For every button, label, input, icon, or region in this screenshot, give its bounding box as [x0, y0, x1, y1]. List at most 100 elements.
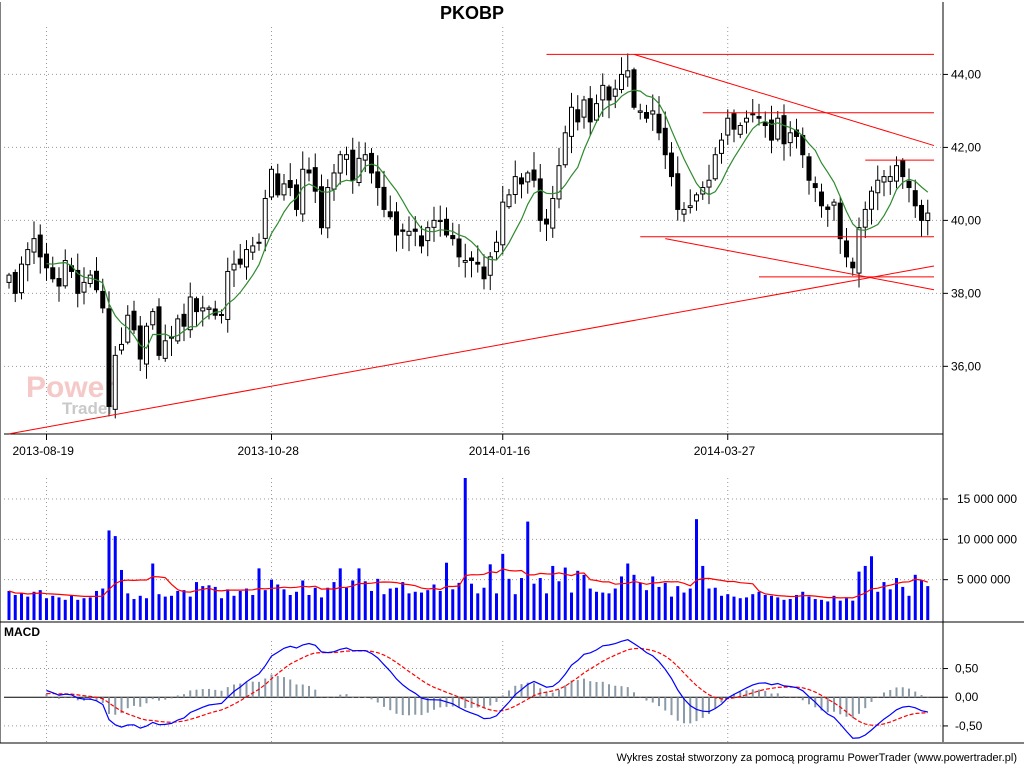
macd-histogram-bar [408, 697, 410, 716]
trendline [8, 265, 935, 435]
volume-bar [170, 595, 173, 620]
volume-bar [738, 598, 742, 620]
volume-bar [676, 586, 680, 620]
candle [781, 115, 787, 145]
macd-histogram-bar [589, 681, 592, 698]
volume-bar [438, 590, 442, 620]
panel-frames [0, 2, 1024, 744]
candle [631, 69, 637, 108]
macd-histogram-bar [345, 694, 348, 698]
candle [406, 230, 412, 236]
volume-bar [457, 582, 461, 620]
macd-histogram-bar [701, 697, 704, 718]
macd-histogram-bar [733, 693, 735, 698]
trendline [633, 53, 935, 147]
macd-histogram-bar [645, 697, 648, 701]
volume-bar [320, 597, 323, 620]
macd-tick-label: 0,00 [955, 690, 979, 704]
macd-histogram-bar [676, 697, 679, 721]
macd-histogram-bar [583, 678, 585, 698]
candle [394, 211, 399, 236]
macd-histogram-bar [558, 689, 560, 698]
volume-bar [801, 591, 805, 620]
volume-bar [238, 590, 242, 620]
macd-histogram-bar [651, 697, 654, 703]
candle [687, 205, 693, 209]
macd-histogram-bar [195, 689, 198, 698]
macd-tick-label: 0,50 [955, 662, 979, 676]
candle [100, 290, 106, 309]
volume-tick-label: 10 000 000 [957, 532, 1017, 546]
candle [762, 121, 768, 127]
candle [625, 70, 631, 78]
volume-bar [613, 588, 617, 620]
macd-tick-label: -0,50 [955, 719, 983, 733]
volume-bar [307, 594, 311, 620]
macd-histogram-bar [289, 679, 292, 698]
volume-bar [38, 590, 42, 620]
macd-histogram-bar [839, 697, 842, 715]
volume-bar [451, 589, 455, 620]
candle [387, 211, 393, 218]
date-tick-label: 2014-03-27 [694, 444, 756, 458]
macd-histogram-bar [714, 697, 717, 709]
candle [150, 311, 156, 326]
candle [619, 73, 624, 90]
candle [112, 354, 118, 410]
volume-bar [95, 590, 98, 620]
volume-bar [701, 565, 705, 620]
candle [481, 266, 487, 280]
candle [206, 307, 212, 310]
candle [87, 274, 93, 284]
macd-histogram-bar [820, 697, 823, 711]
macd-histogram-bar [726, 696, 729, 698]
macd-histogram-bar [45, 694, 48, 698]
volume-bar [751, 594, 755, 620]
candle [319, 186, 324, 229]
macd-histogram-bar [889, 689, 892, 698]
candle [312, 167, 318, 192]
candle [787, 132, 793, 144]
date-tick-label: 2013-08-19 [13, 444, 75, 458]
candle [775, 117, 781, 140]
volume-bar [207, 585, 211, 620]
macd-histogram-bar [783, 696, 785, 698]
volume-bar [482, 587, 486, 620]
volume-bar [120, 569, 123, 620]
volume-bar [845, 598, 848, 620]
candle [675, 173, 681, 210]
candle [719, 139, 724, 154]
candle [731, 113, 737, 130]
macd-histogram-bar [870, 697, 873, 702]
candle [844, 240, 849, 258]
volume-bar [63, 599, 67, 620]
volume-bar [645, 590, 648, 620]
volume-bar [595, 591, 598, 620]
candle [531, 169, 537, 181]
volume-bar [263, 590, 267, 620]
candle [412, 228, 418, 232]
volume-bar [788, 599, 792, 620]
macd-histogram-bar [264, 678, 267, 698]
volume-bar [732, 596, 736, 620]
macd-histogram-bar [920, 695, 923, 698]
volume-bar [688, 588, 692, 620]
candle [506, 194, 512, 208]
candle [650, 110, 656, 115]
volume-bar [563, 567, 567, 620]
candle [25, 249, 31, 266]
volume-bar [726, 594, 730, 620]
macd-histogram-bar [326, 697, 329, 698]
volume-bar [507, 578, 511, 620]
volume-bar [232, 595, 236, 620]
date-tick-label: 2013-10-28 [238, 444, 300, 458]
macd-histogram-bar [464, 697, 467, 709]
candle [831, 201, 837, 206]
macd-histogram-bar [626, 687, 629, 698]
candle [750, 113, 756, 116]
macd-histogram-bar [189, 690, 192, 698]
candle [450, 235, 456, 240]
macd-panel [45, 639, 929, 739]
volume-bar [495, 593, 498, 620]
macd-histogram-bar [689, 697, 692, 724]
